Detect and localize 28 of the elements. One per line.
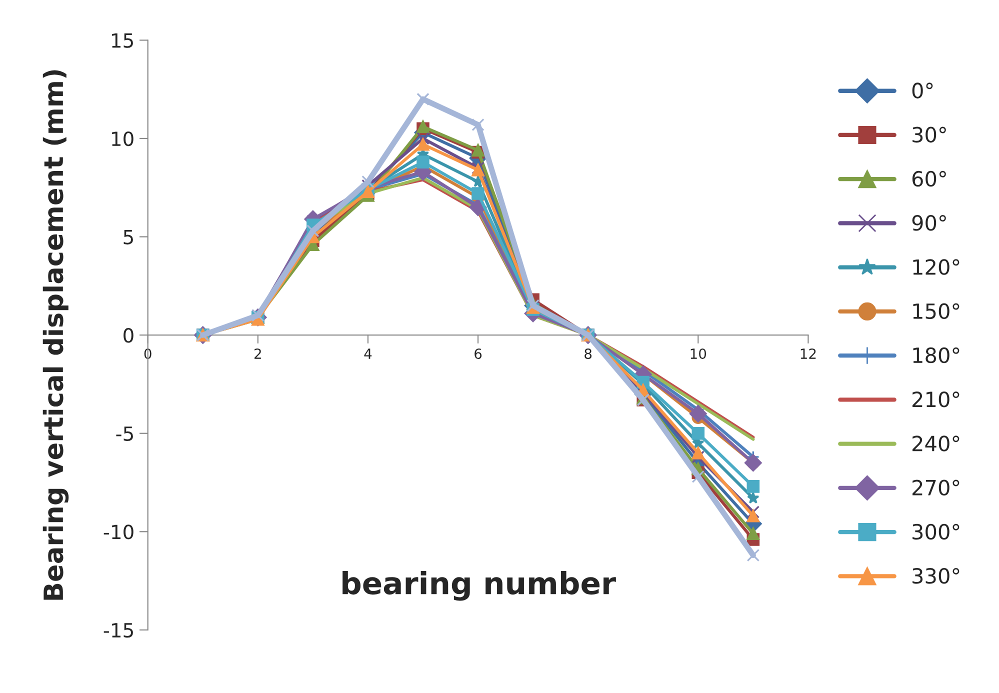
legend-label: 270° — [912, 480, 960, 496]
y-tick-label: 5 — [124, 230, 133, 244]
x-tick-label: 4 — [364, 348, 372, 359]
y-tick-label: 0 — [124, 328, 134, 343]
legend-label: 240° — [912, 436, 960, 452]
legend-label: 180° — [913, 347, 960, 364]
y-tick-label: 15 — [112, 33, 133, 48]
legend-label: 0° — [912, 82, 933, 98]
y-tick-label: -5 — [116, 426, 133, 442]
legend-label: 120° — [913, 259, 960, 275]
legend-label: 90° — [912, 215, 946, 231]
x-tick-label: 2 — [254, 348, 261, 359]
x-tick-label: 0 — [144, 348, 152, 360]
legend-label: 150° — [913, 303, 960, 320]
y-tick-label: 10 — [112, 131, 134, 146]
y-tick-label: -15 — [104, 623, 133, 638]
legend-label: 30° — [912, 126, 946, 143]
legend-label: 300° — [912, 524, 960, 540]
x-axis-title: bearing number — [342, 570, 616, 601]
legend-label: 330° — [912, 568, 960, 584]
y-tick-label: -10 — [104, 524, 134, 540]
y-axis-title: Bearing vertical displacement (mm) — [42, 70, 69, 600]
x-tick-label: 8 — [584, 348, 592, 360]
x-tick-label: 6 — [474, 348, 482, 360]
legend-label: 60° — [912, 170, 946, 187]
legend-label: 210° — [912, 392, 960, 408]
x-tick-label: 10 — [690, 348, 706, 360]
x-tick-label: 12 — [800, 348, 816, 359]
